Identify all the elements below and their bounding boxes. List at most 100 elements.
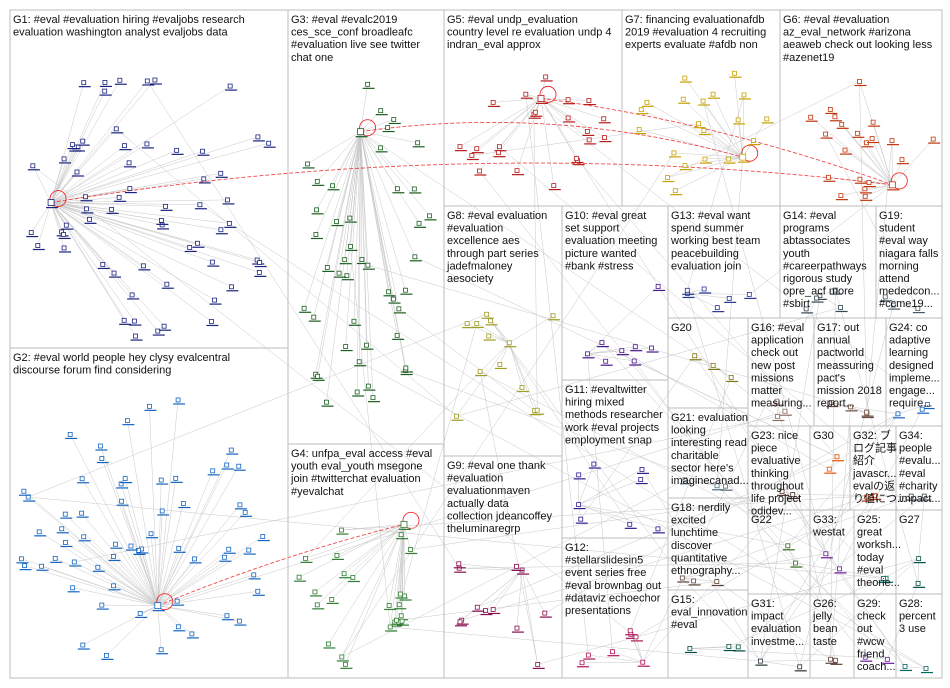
edge: [157, 574, 254, 606]
node: [682, 477, 688, 483]
edge: [157, 548, 179, 606]
node: [574, 156, 579, 161]
group-label-line: G33:: [813, 514, 837, 526]
node: [591, 461, 597, 467]
node: [386, 289, 391, 295]
edge: [50, 202, 133, 296]
node: [464, 321, 470, 327]
edge-inter: [540, 98, 827, 554]
group-label-line: #careerpathways: [783, 260, 867, 272]
node: [98, 443, 103, 449]
node: [916, 556, 922, 562]
edge: [51, 202, 230, 224]
edge: [338, 131, 361, 274]
group-label-line: percent: [899, 611, 936, 623]
edge: [857, 133, 893, 185]
node: [627, 521, 633, 527]
group-label-g26: G26: jelly bean taste: [812, 598, 837, 648]
edge: [398, 524, 405, 605]
node: [313, 232, 319, 237]
edge: [157, 478, 176, 606]
edge-inter: [486, 314, 630, 525]
group-label-line: measuring...: [751, 398, 812, 410]
node: [474, 146, 480, 152]
edge-inter: [341, 479, 686, 658]
node: [403, 287, 408, 293]
node: [354, 389, 360, 395]
node: [226, 220, 232, 226]
group-label-line: through part series: [447, 248, 539, 260]
edge-inter: [199, 204, 927, 669]
node: [111, 554, 116, 559]
group-label-line: #ccme19...: [879, 298, 933, 310]
edge-inter: [682, 577, 761, 662]
group-label-line: excellence aes: [447, 235, 520, 247]
edge: [157, 591, 258, 606]
group-label-line: student: [879, 223, 915, 235]
group-label-line: learning: [889, 347, 928, 359]
edge: [32, 165, 52, 203]
node: [148, 531, 154, 537]
edge-inter: [410, 494, 793, 550]
node: [201, 176, 207, 182]
group-label-line: great: [857, 527, 882, 539]
group-label-line: interesting read: [671, 437, 747, 449]
node: [81, 80, 87, 86]
node: [176, 545, 182, 551]
edge: [50, 202, 167, 285]
edge: [106, 605, 158, 656]
edge-inter: [792, 494, 912, 497]
edge: [712, 94, 743, 158]
node: [908, 493, 914, 499]
edge-inter: [405, 370, 718, 487]
edge: [689, 646, 729, 649]
node: [59, 526, 65, 532]
edge-inter: [799, 305, 894, 667]
node: [365, 262, 371, 268]
edge: [332, 131, 361, 186]
node: [921, 493, 927, 499]
node: [356, 359, 362, 365]
group-label-line: G17: out: [817, 322, 859, 334]
edge-inter: [396, 581, 717, 621]
group-label-g34: G34: people #evalu... #eval #charity impact..…: [899, 430, 941, 505]
node: [61, 245, 67, 251]
edge: [394, 524, 405, 623]
reply-edge: [360, 121, 743, 158]
group-label-line: G4: unfpa_eval access #eval: [291, 448, 432, 460]
group-label-line: G12:: [565, 542, 589, 554]
edge: [493, 98, 542, 103]
group-label-line: investme...: [751, 636, 804, 648]
node: [514, 168, 520, 174]
edge: [97, 567, 158, 606]
edge: [328, 524, 405, 645]
edge: [113, 585, 158, 606]
group-label-line: check out: [751, 347, 798, 359]
edge-inter: [760, 495, 875, 662]
node: [726, 644, 732, 649]
node: [534, 407, 540, 413]
group-label-line: charitable: [671, 450, 719, 462]
node: [682, 75, 688, 81]
edge: [51, 202, 200, 205]
node: [862, 193, 868, 199]
node: [701, 286, 707, 292]
edge: [516, 570, 523, 629]
node: [99, 602, 105, 608]
group-label-g8: G8: #eval evaluation #evaluation excellenc…: [446, 210, 547, 285]
edge-inter: [738, 495, 925, 648]
edge: [587, 353, 635, 362]
node: [474, 604, 480, 610]
edge: [50, 128, 117, 203]
group-label-line: evaluation join: [671, 260, 741, 272]
group-label-line: life project: [751, 493, 801, 505]
node: [864, 494, 870, 500]
group-label-line: niagara falls: [879, 248, 939, 260]
reply-edge: [157, 523, 405, 607]
node: [315, 373, 321, 379]
node: [339, 527, 344, 533]
group-label-line: #dataviz echoechor: [565, 592, 661, 604]
edge: [687, 293, 730, 299]
group-label-line: G15:: [671, 594, 695, 606]
node: [601, 116, 607, 122]
